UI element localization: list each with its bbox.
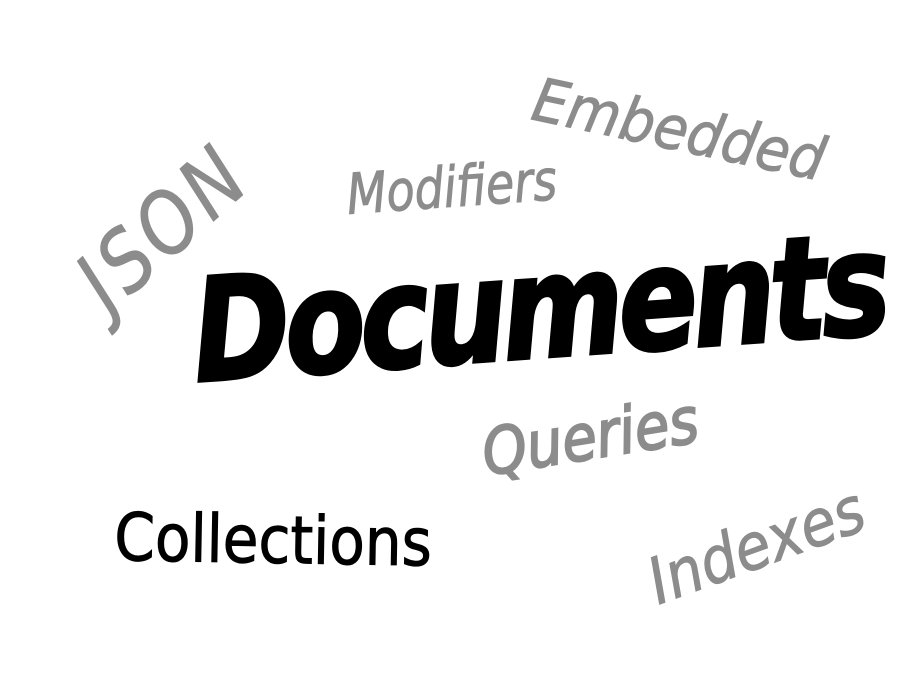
word-documents: Documents bbox=[186, 201, 892, 418]
word-collections: Collections bbox=[113, 499, 433, 582]
word-embedded: Embedded bbox=[526, 65, 832, 196]
word-modifiers: Modifiers bbox=[344, 148, 560, 228]
word-indexes: Indexes bbox=[638, 473, 876, 620]
word-queries: Queries bbox=[476, 383, 704, 492]
